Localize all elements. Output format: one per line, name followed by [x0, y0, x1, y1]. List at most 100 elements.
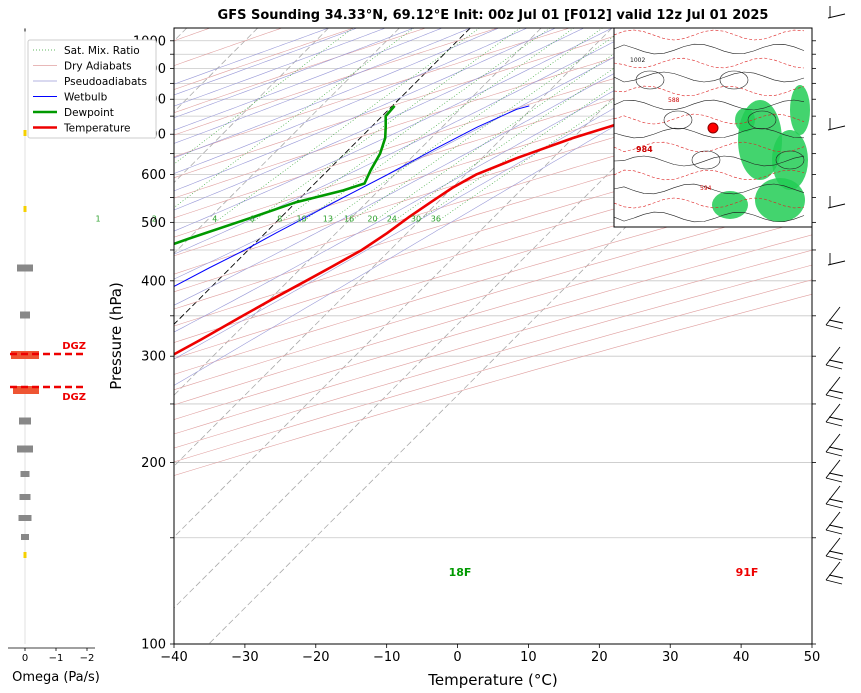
wind-barb: [827, 6, 846, 19]
y-tick-label: 500: [141, 216, 166, 231]
series-dewpoint: [174, 105, 396, 246]
map-precip-area: [712, 191, 748, 219]
map-label-588: 588: [668, 97, 680, 104]
dry-adiabat: [174, 98, 812, 293]
map-precip-area: [735, 108, 755, 132]
legend-label: Pseudoadiabats: [64, 76, 147, 88]
legend-label: Temperature: [63, 123, 131, 135]
pseudoadiabat: [174, 28, 499, 159]
legend-label: Sat. Mix. Ratio: [64, 45, 140, 57]
wind-barb: [825, 485, 844, 509]
dgz-label-bottom: DGZ: [62, 392, 86, 403]
omega-tick-label: −2: [80, 653, 95, 664]
x-tick-label: 50: [804, 650, 821, 665]
chart-title: GFS Sounding 34.33°N, 69.12°E Init: 00z …: [218, 8, 769, 23]
mixing-ratio-label: 24: [387, 214, 397, 223]
mixing-ratio-label: 4: [212, 214, 217, 223]
omega-bar: [17, 264, 33, 272]
legend-label: Dewpoint: [64, 107, 114, 119]
x-tick-label: 0: [453, 650, 461, 665]
dry-adiabat: [174, 28, 714, 199]
wind-barb: [825, 306, 844, 330]
dry-adiabat: [174, 117, 812, 310]
series-temperature: [174, 104, 683, 356]
mixing-ratio-line: [327, 28, 603, 223]
map-contour: [614, 57, 805, 69]
map-contour: [775, 150, 805, 170]
wind-barb: [825, 376, 844, 400]
x-tick-label: 10: [520, 650, 537, 665]
mixing-ratio-label: 13: [323, 214, 333, 223]
omega-panel: 0 −1 −2 Omega (Pa/s) DGZ DGZ: [8, 28, 100, 685]
inset-map: 984 588 1002 594: [614, 28, 812, 227]
map-contour: [614, 29, 805, 41]
wind-barb: [825, 511, 844, 535]
omega-bar: [24, 28, 26, 32]
map-label-low: 984: [636, 145, 653, 154]
dry-adiabat: [174, 79, 812, 275]
omega-bar: [18, 515, 32, 521]
map-contour: [614, 155, 805, 167]
mixing-ratio-label: 2: [152, 214, 157, 223]
pseudoadiabat: [174, 28, 329, 85]
mixing-ratio-line: [348, 28, 627, 223]
mixing-ratio-line: [279, 28, 551, 223]
dgz-label-top: DGZ: [62, 341, 86, 352]
omega-bar: [20, 471, 30, 477]
pseudoadiabat: [174, 28, 584, 211]
wind-barb: [825, 433, 844, 457]
wind-barb: [825, 537, 844, 561]
map-precip-area: [755, 178, 805, 222]
pseudoadiabat: [174, 28, 528, 174]
map-contour: [614, 85, 805, 97]
y-tick-label: 300: [141, 350, 166, 365]
legend-label: Dry Adiabats: [64, 61, 132, 73]
map-contour: [614, 127, 805, 139]
mixing-ratio-label: 30: [411, 214, 421, 223]
map-contour: [614, 197, 805, 209]
wind-barb: [827, 196, 846, 209]
mixing-ratio-label: 6: [250, 214, 255, 223]
dry-adiabat: [174, 218, 812, 406]
mixing-ratio-label: 1: [96, 214, 101, 223]
wind-barb: [827, 253, 846, 266]
dry-adiabat: [174, 28, 354, 90]
pseudoadiabat: [174, 28, 641, 255]
isotherm-line: [174, 28, 684, 538]
map-contour: [614, 43, 805, 55]
omega-bar: [23, 552, 27, 558]
mixing-ratio-label: 16: [344, 214, 354, 223]
map-contour: [614, 71, 805, 83]
omega-bar: [17, 445, 33, 453]
map-precip-area: [772, 130, 808, 190]
omega-tick-label: −1: [49, 653, 64, 664]
dry-adiabat: [174, 249, 812, 435]
y-tick-label: 400: [141, 274, 166, 289]
pseudoadiabat: [174, 28, 613, 232]
x-tick-label: 40: [733, 650, 750, 665]
omega-bar: [13, 386, 39, 394]
omega-bar: [23, 130, 27, 136]
x-tick-label: −30: [231, 650, 258, 665]
series-wetbulb: [174, 105, 530, 287]
map-label-1002: 1002: [630, 57, 645, 64]
y-tick-label: 600: [141, 168, 166, 183]
pseudoadiabat: [174, 28, 443, 131]
isotherm-line: [174, 28, 329, 184]
dry-adiabat: [174, 28, 426, 114]
dry-adiabat: [174, 234, 812, 420]
wind-barbs: [825, 6, 846, 585]
map-contour: [614, 99, 805, 111]
mixing-ratio-label: 10: [297, 214, 307, 223]
map-contour: [614, 183, 805, 195]
mixing-ratio-line: [301, 28, 575, 223]
dry-adiabat: [174, 264, 812, 449]
pseudoadiabat: [174, 28, 414, 119]
x-axis-label: Temperature (°C): [427, 671, 557, 689]
wind-barb: [825, 403, 844, 427]
omega-bar: [19, 417, 31, 425]
y-tick-label: 100: [141, 638, 166, 653]
map-contour: [663, 110, 693, 130]
x-tick-label: 20: [591, 650, 608, 665]
